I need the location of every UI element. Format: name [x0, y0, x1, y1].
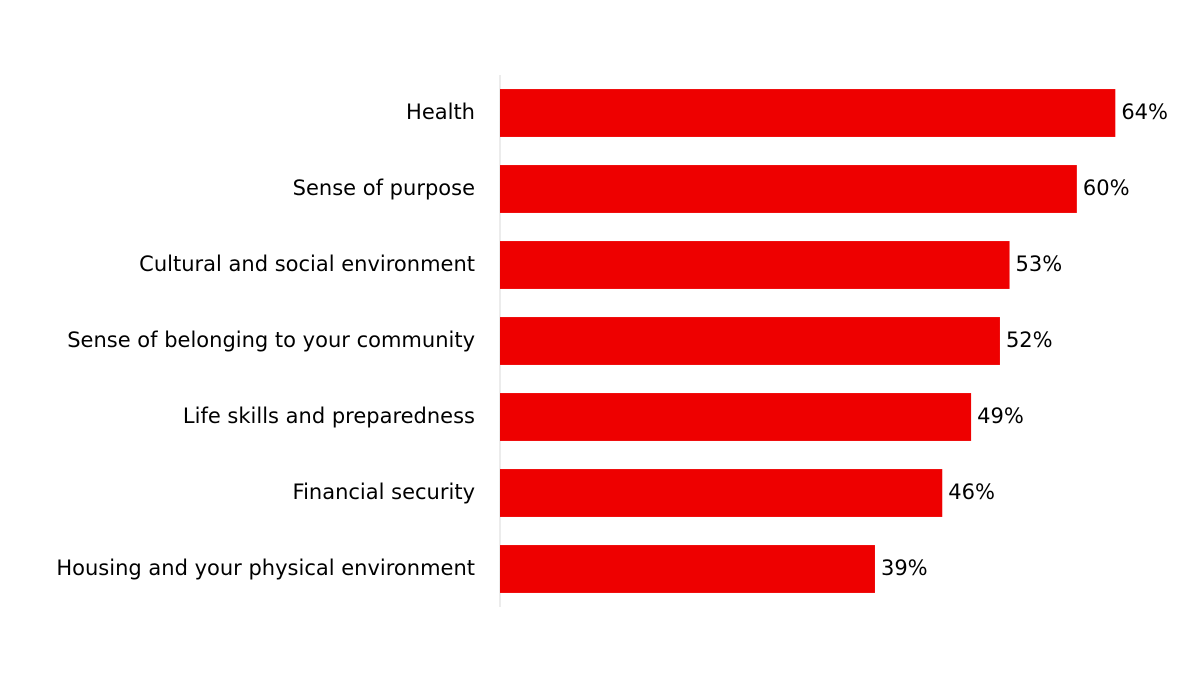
- bar: [500, 165, 1077, 213]
- bar: [500, 317, 1000, 365]
- data-label: 46%: [948, 480, 995, 504]
- data-label: 52%: [1006, 328, 1053, 352]
- category-label: Life skills and preparedness: [183, 404, 475, 428]
- category-label: Housing and your physical environment: [56, 556, 475, 580]
- category-label: Health: [406, 100, 475, 124]
- category-label: Financial security: [293, 480, 475, 504]
- data-label: 64%: [1121, 100, 1168, 124]
- data-label: 60%: [1083, 176, 1130, 200]
- data-label: 49%: [977, 404, 1024, 428]
- bar: [500, 241, 1010, 289]
- bar: [500, 393, 972, 441]
- data-label: 39%: [881, 556, 928, 580]
- category-label: Sense of purpose: [293, 176, 475, 200]
- bar: [500, 545, 875, 593]
- category-label: Sense of belonging to your community: [67, 328, 475, 352]
- bar: [500, 89, 1116, 137]
- data-label: 53%: [1016, 252, 1063, 276]
- bar: [500, 469, 943, 517]
- category-label: Cultural and social environment: [139, 252, 475, 276]
